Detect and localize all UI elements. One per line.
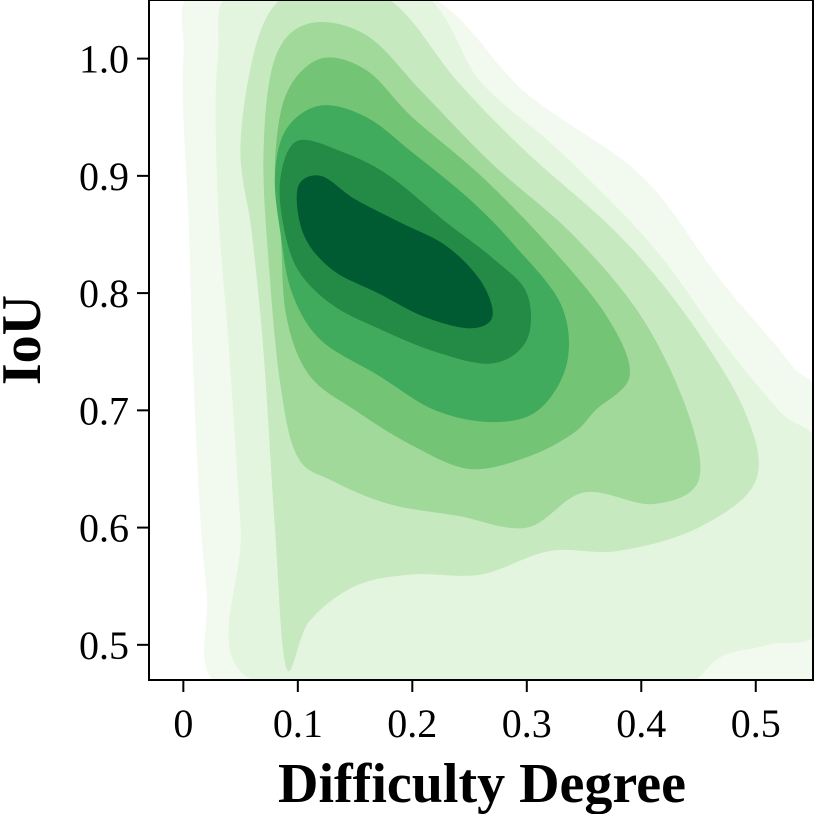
contour-level-8	[296, 175, 493, 329]
y-tick-label: 0.7	[79, 388, 129, 433]
plot-frame	[148, 0, 814, 681]
x-tick-label: 0.5	[731, 701, 781, 746]
y-tick-label: 0.9	[79, 154, 129, 199]
x-axis-title: Difficulty Degree	[278, 753, 686, 814]
x-tick-label: 0.3	[502, 701, 552, 746]
y-axis: 0.5 0.6 0.7 0.8 0.9 1.0	[79, 37, 149, 668]
y-axis-title: IoU	[0, 295, 53, 385]
y-tick-label: 0.8	[79, 271, 129, 316]
x-tick-label: 0.4	[616, 701, 666, 746]
x-tick-label: 0.2	[387, 701, 437, 746]
y-tick-label: 0.6	[79, 506, 129, 551]
y-tick-label: 1.0	[79, 37, 129, 82]
x-tick-label: 0.1	[273, 701, 323, 746]
density-contours	[181, 0, 814, 680]
y-tick-label: 0.5	[79, 623, 129, 668]
x-tick-label: 0	[173, 701, 193, 746]
x-axis: 0 0.1 0.2 0.3 0.4 0.5	[173, 680, 781, 746]
